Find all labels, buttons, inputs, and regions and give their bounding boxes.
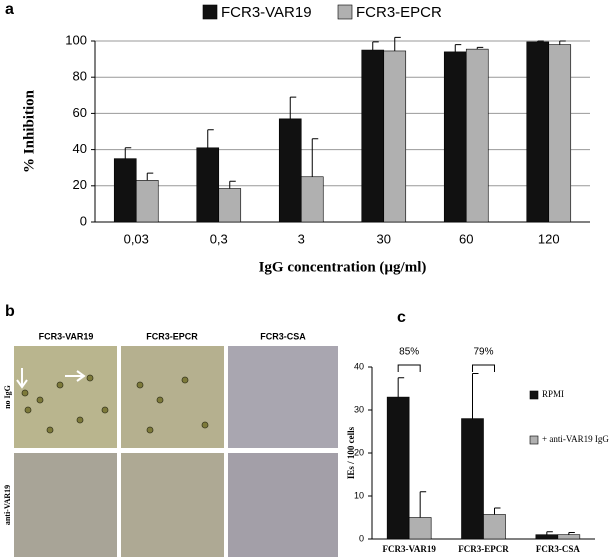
infected-cells (21, 374, 209, 434)
bar (535, 534, 559, 540)
legend-label: + anti-VAR19 IgG (542, 434, 609, 444)
y-tick-label: 60 (73, 105, 87, 120)
legend-swatch (337, 4, 353, 20)
x-tick-label: FCR3-CSA (536, 544, 580, 554)
legend-swatch (202, 4, 218, 20)
x-tick-label: FCR3-EPCR (458, 544, 509, 554)
error-bar (229, 180, 236, 189)
y-axis-label: IEs / 100 cells (346, 426, 356, 479)
bar (526, 41, 550, 223)
row-label: anti-VAR19 (3, 485, 12, 525)
error-bar (311, 138, 319, 177)
error-bar (568, 532, 575, 535)
error-bar (472, 372, 479, 419)
column-label: FCR3-EPCR (146, 331, 198, 341)
column-label: FCR3-CSA (260, 331, 306, 341)
annotation: 85% (399, 347, 419, 358)
error-bar (476, 46, 484, 50)
bar (465, 48, 489, 223)
panel-label: a (5, 1, 14, 18)
micrograph (121, 346, 224, 448)
bar (383, 50, 407, 223)
legend-label: RPMI (542, 389, 564, 399)
bar (461, 418, 484, 540)
panel-label: c (397, 309, 406, 326)
x-axis-label: IgG concentration (µg/ml) (259, 259, 427, 275)
error-bar (454, 44, 462, 52)
bar (135, 180, 159, 223)
micrograph (14, 453, 117, 557)
bar (443, 51, 467, 223)
bar (361, 49, 385, 223)
y-tick-label: 20 (73, 177, 87, 192)
x-tick-label: 0,03 (124, 231, 149, 246)
error-bar (537, 40, 544, 42)
bar (408, 517, 432, 540)
bar (483, 514, 506, 540)
bar (196, 147, 220, 223)
error-bar (419, 491, 427, 518)
bracket (472, 364, 495, 372)
error-bar (559, 40, 566, 45)
arrow (16, 368, 86, 389)
x-tick-label: 3 (298, 231, 305, 246)
panel-label: b (5, 303, 15, 320)
error-bar (394, 36, 401, 51)
error-bar (289, 96, 297, 119)
x-tick-label: 30 (377, 231, 391, 246)
y-tick-label: 30 (354, 404, 364, 414)
y-tick-label: 0 (359, 533, 364, 543)
y-tick-label: 40 (354, 361, 364, 371)
error-bar (146, 172, 154, 181)
error-bar (124, 147, 132, 159)
y-tick-label: 20 (354, 447, 364, 457)
error-bar (397, 377, 405, 398)
micrograph (228, 453, 338, 557)
bar (218, 188, 242, 223)
x-tick-label: FCR3-VAR19 (382, 544, 436, 554)
annotation: 79% (473, 347, 493, 358)
x-tick-label: 60 (459, 231, 473, 246)
micrograph (14, 346, 117, 448)
y-axis-label: % Inhibition (21, 89, 37, 173)
y-tick-label: 40 (73, 141, 87, 156)
bar (278, 118, 302, 223)
row-label: no IgG (3, 385, 12, 409)
error-bar (494, 507, 501, 515)
error-bar (207, 129, 214, 148)
legend-swatch (529, 390, 539, 400)
y-tick-label: 10 (354, 490, 364, 500)
micrographs (14, 346, 338, 557)
micrograph (121, 453, 224, 557)
bar (386, 396, 410, 540)
legend-label: FCR3-EPCR (356, 4, 442, 21)
bar (557, 534, 581, 540)
micrograph (228, 346, 338, 448)
bar (548, 44, 572, 223)
legend-label: FCR3-VAR19 (221, 4, 312, 21)
y-tick-label: 80 (73, 69, 87, 84)
error-bar (372, 41, 379, 51)
bar (113, 158, 137, 223)
bracket (397, 364, 421, 372)
error-bar (546, 531, 553, 535)
y-tick-label: 0 (80, 213, 87, 228)
column-label: FCR3-VAR19 (39, 331, 94, 341)
x-tick-label: 0,3 (210, 231, 228, 246)
y-tick-label: 100 (65, 32, 87, 47)
bar (300, 176, 324, 223)
x-tick-label: 120 (538, 231, 560, 246)
legend-swatch (529, 435, 539, 445)
